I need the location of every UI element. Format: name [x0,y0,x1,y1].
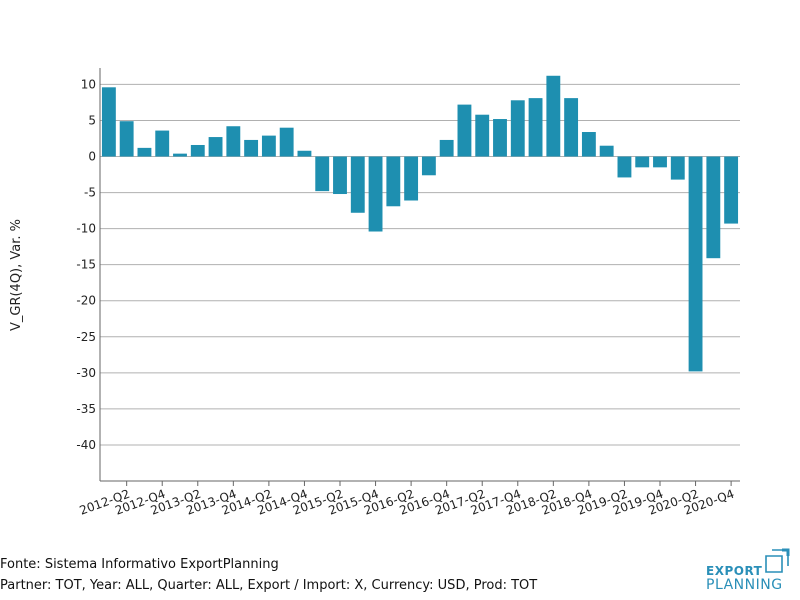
bar-2015-Q2 [333,156,347,195]
bar-2017-Q3 [493,119,507,157]
y-tick-label: -30 [76,366,96,380]
y-tick-label: 5 [88,113,96,127]
exportplanning-logo: EXPORT PLANNING [704,546,796,594]
x-tick-labels: 2012-Q22012-Q42013-Q22013-Q42014-Q22014-… [78,487,736,518]
bar-2012-Q1 [101,87,116,157]
bar-2012-Q4 [155,130,170,157]
source-note: Fonte: Sistema Informativo ExportPlannin… [0,557,279,572]
bar-2013-Q2 [190,144,205,157]
bar-2012-Q3 [137,147,152,157]
bar-2012-Q2 [119,121,134,157]
y-tick-labels: 10 5 0 -5 -10 -15 -20 -25 -30 -35 -40 [76,77,96,452]
bar-2013-Q4 [226,126,241,157]
bar-2014-Q4 [297,150,312,157]
y-tick-label: -10 [76,222,96,236]
y-tick-label: -20 [76,294,96,308]
bar-2020-Q2 [688,156,703,372]
bar-2015-Q1 [315,156,330,192]
y-tick-label: -40 [76,438,96,452]
bar-2019-Q2 [617,156,632,178]
bar-2017-Q2 [475,114,490,157]
bar-2016-Q1 [386,156,401,207]
bar-2015-Q3 [350,156,365,213]
bar-2020-Q4 [724,156,739,224]
bar-2013-Q3 [208,137,223,157]
bar-2018-Q4 [581,132,596,157]
y-tick-label: -5 [84,186,96,200]
axes [99,68,740,486]
bar-chart: 10 5 0 -5 -10 -15 -20 -25 -30 -35 -40 2012-Q22012-… [9,68,740,518]
bar-2019-Q1 [599,145,614,157]
y-axis-label: V_GR(4Q), Var. % [9,219,24,331]
bar-2015-Q4 [368,156,383,232]
y-tick-label: 10 [81,77,96,91]
bar-2016-Q2 [404,156,419,201]
filter-note: Partner: TOT, Year: ALL, Quarter: ALL, E… [0,578,538,593]
bar-2016-Q4 [439,139,454,157]
logo-text-export: EXPORT [706,564,763,578]
y-tick-label: 0 [88,150,96,164]
bar-2018-Q1 [528,98,543,157]
logo-text-planning: PLANNING [706,577,783,593]
bar-2020-Q1 [670,156,685,180]
bar-2018-Q2 [546,75,561,157]
logo-mark-icon [765,548,790,573]
bar-2017-Q1 [457,104,472,157]
bar-2017-Q4 [510,100,525,157]
y-tick-label: -15 [76,258,96,272]
bars [101,75,739,372]
bar-2019-Q3 [635,156,650,168]
grid-lines [100,83,740,446]
bar-2013-Q1 [173,153,187,157]
bar-2014-Q2 [261,135,276,157]
y-tick-label: -35 [76,402,96,416]
bar-2019-Q4 [653,156,667,168]
bar-2014-Q1 [244,139,259,157]
bar-2020-Q3 [706,156,721,259]
y-tick-label: -25 [76,330,96,344]
bar-2018-Q3 [564,98,579,157]
bar-2014-Q3 [279,127,294,157]
bar-2016-Q3 [421,156,436,176]
